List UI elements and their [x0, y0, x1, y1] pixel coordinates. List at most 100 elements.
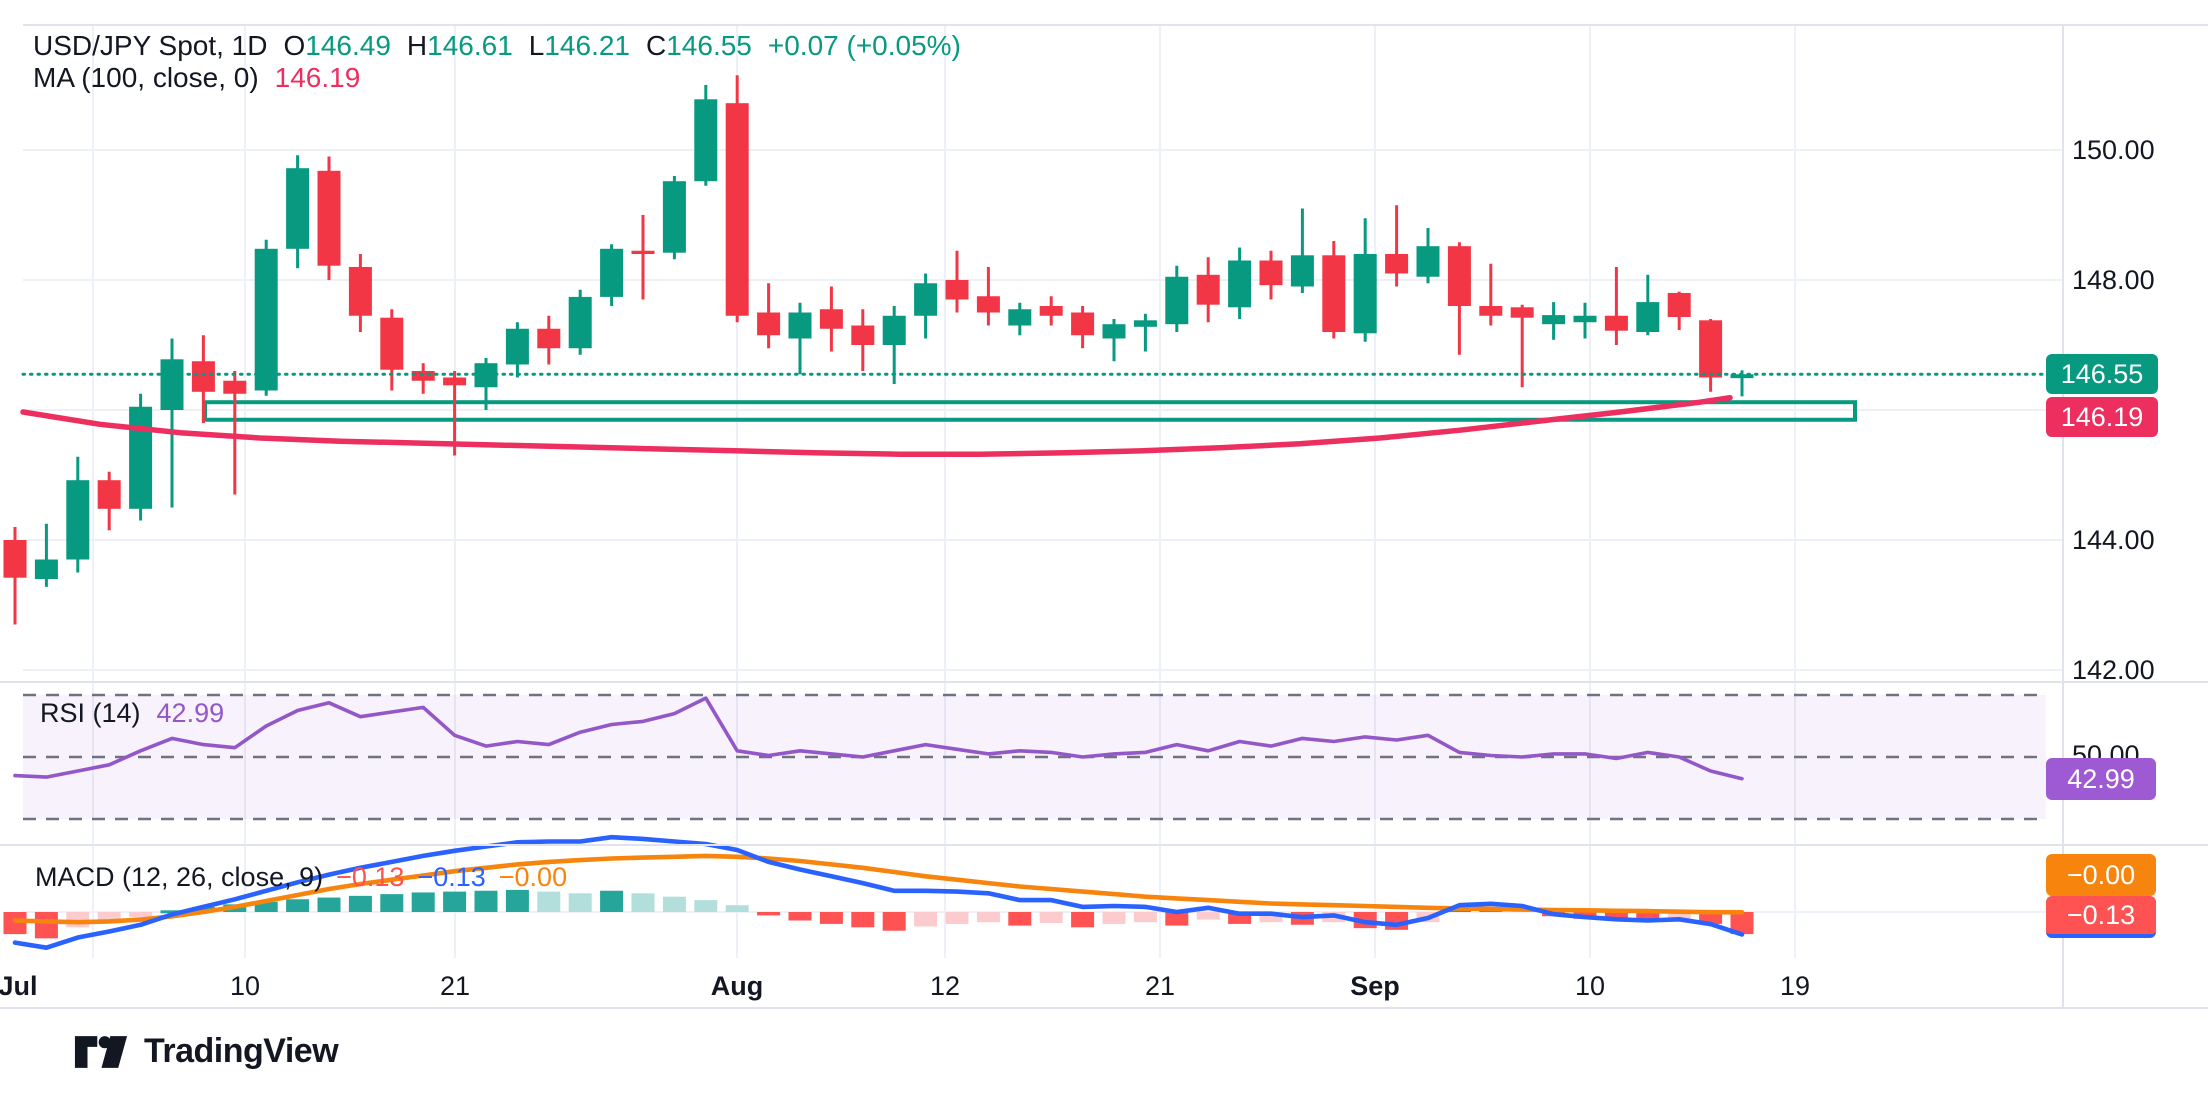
- macd-hist-bar: [1259, 912, 1283, 923]
- candle-body: [882, 315, 906, 345]
- time-tick-label: Aug: [711, 971, 763, 1001]
- candle-body: [1259, 260, 1283, 286]
- macd-hist-bar: [882, 912, 906, 931]
- time-tick-label: 10: [230, 971, 260, 1001]
- candle-body: [443, 377, 467, 386]
- candle-body: [411, 371, 435, 381]
- macd-hist-bar: [1699, 912, 1723, 924]
- candle-body: [1290, 255, 1314, 287]
- macd-hist-bar: [34, 912, 58, 939]
- macd-hist-badge: −0.13: [2046, 896, 2156, 938]
- macd-hist-bar: [411, 892, 435, 912]
- macd-hist-bar: [851, 912, 875, 928]
- macd-hist-bar: [380, 894, 404, 912]
- candle-body: [1636, 302, 1660, 332]
- macd-hist-bar: [1102, 912, 1126, 924]
- frame: [0, 24, 2208, 1009]
- macd-hist-bar: [66, 912, 90, 928]
- macd-hist-bar: [474, 890, 498, 912]
- price-rectangle-drawing: [203, 400, 1857, 422]
- macd-hist-bar: [286, 899, 310, 912]
- macd-signal-value: −0.00: [498, 862, 568, 892]
- macd-hist-bar: [694, 900, 718, 912]
- candle-body: [976, 296, 1000, 313]
- price-tick-label: 144.00: [2072, 525, 2155, 555]
- time-tick-label: 21: [1145, 971, 1175, 1001]
- ma-legend[interactable]: MA (100, close, 0) 146.19: [33, 62, 360, 94]
- ma-label: MA (100, close, 0): [33, 62, 259, 93]
- macd-hist-bar: [1008, 912, 1032, 926]
- close-value: C 146.55: [646, 30, 752, 61]
- high-value: H 146.61: [406, 30, 513, 61]
- gridlines: [23, 25, 2063, 958]
- macd-hist-bar: [129, 912, 153, 918]
- macd-legend[interactable]: MACD (12, 26, close, 9) −0.13 −0.13 −0.0…: [35, 862, 567, 893]
- macd-main-line: [12, 834, 1745, 950]
- macd-hist-bar: [254, 901, 278, 912]
- candle-body: [1604, 315, 1628, 331]
- rsi-pane: [13, 693, 2046, 821]
- candle-body: [788, 312, 812, 339]
- candle-body: [1510, 307, 1534, 318]
- candle-body: [1416, 246, 1440, 277]
- candle-body: [1196, 274, 1220, 305]
- candle-body: [1133, 320, 1157, 327]
- tradingview-logo-text: TradingView: [144, 1032, 339, 1070]
- macd-hist-bar: [819, 912, 843, 924]
- macd-hist-bar: [1071, 912, 1095, 928]
- time-axis[interactable]: Jul 10 21 Aug 12 21 Sep 10 19: [0, 971, 1810, 1001]
- macd-hist-bar: [1730, 912, 1754, 935]
- candle-body: [1730, 374, 1754, 379]
- macd-hist-bar: [191, 906, 215, 912]
- candle-body: [34, 559, 58, 579]
- macd-hist-bar: [914, 912, 938, 927]
- macd-hist-bar: [348, 895, 372, 912]
- candle-body: [725, 103, 749, 316]
- ma-price-badge: 146.19: [2046, 397, 2158, 437]
- candle-body: [1699, 320, 1723, 378]
- time-tick-label: Jul: [0, 971, 38, 1001]
- open-value: O 146.49: [283, 30, 391, 61]
- candle-body: [568, 296, 592, 349]
- macd-hist-bar: [788, 912, 812, 921]
- macd-hist-bar: [631, 893, 655, 912]
- time-tick-label: 21: [440, 971, 470, 1001]
- rsi-legend[interactable]: RSI (14) 42.99: [40, 698, 224, 729]
- macd-hist-bar: [160, 910, 184, 914]
- macd-hist-bar: [600, 890, 624, 912]
- macd-hist-bar: [725, 905, 749, 912]
- candle-body: [1039, 306, 1063, 316]
- candle-body: [662, 181, 686, 253]
- candle-body: [1071, 312, 1095, 336]
- macd-label: MACD (12, 26, close, 9): [35, 862, 324, 892]
- tradingview-logo[interactable]: TradingView: [74, 1032, 339, 1071]
- candle-body: [945, 280, 969, 300]
- rsi-value: 42.99: [156, 698, 225, 728]
- rsi-line: [13, 696, 1744, 781]
- candle-body: [348, 267, 372, 316]
- candle-body: [97, 480, 121, 509]
- candle-body: [505, 328, 529, 365]
- candle-body: [1322, 255, 1346, 332]
- symbol-header[interactable]: USD/JPY Spot, 1D O 146.49 H 146.61 L 146.21…: [33, 30, 961, 62]
- candle-body: [380, 317, 404, 370]
- candle-body: [1667, 293, 1691, 318]
- macd-hist-bar: [97, 912, 121, 923]
- candle-body: [254, 248, 278, 391]
- ma-value: 146.19: [274, 62, 361, 93]
- macd-hist-bar: [1228, 912, 1252, 924]
- macd-hist-bar: [1636, 912, 1660, 922]
- price-tick-label: 148.00: [2072, 265, 2155, 295]
- candle-body: [1165, 276, 1189, 325]
- macd-hist-bar: [1604, 912, 1628, 921]
- macd-hist-bar: [568, 893, 592, 912]
- rect-drawing: [203, 400, 1857, 422]
- price-tick-label: 150.00: [2072, 135, 2155, 165]
- macd-hist-bar: [317, 897, 341, 912]
- macd-line-value: −0.13: [417, 862, 486, 892]
- macd-hist-bar: [1165, 912, 1189, 926]
- candle-body: [317, 170, 341, 266]
